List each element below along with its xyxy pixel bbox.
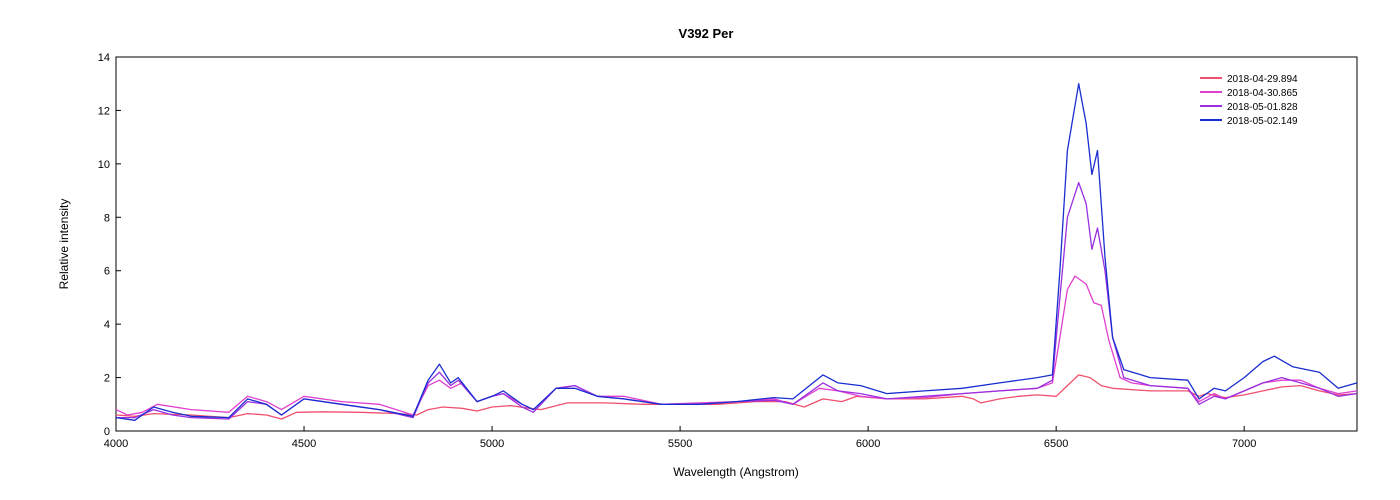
legend-label-3: 2018-05-01.828	[1227, 102, 1298, 113]
y-tick-label: 0	[104, 426, 110, 438]
x-tick-label: 6500	[1044, 438, 1068, 450]
y-tick-label: 12	[98, 105, 110, 117]
series-line-3	[116, 181, 1358, 420]
y-tick-label: 6	[104, 266, 110, 278]
x-tick-label: 4000	[104, 438, 128, 450]
plot-frame	[115, 56, 1358, 432]
y-axis: 0 2 4 6 8 10 12 14	[98, 52, 121, 438]
x-tick-label: 5000	[480, 438, 504, 450]
legend-label-2: 2018-04-30.865	[1227, 88, 1298, 99]
y-tick-label: 10	[98, 159, 110, 171]
y-tick-label: 2	[104, 373, 110, 385]
x-tick-label: 5500	[668, 438, 692, 450]
plot-series	[115, 83, 1358, 421]
x-axis: 4000 4500 5000 5500 6000 6500 7000	[104, 426, 1256, 450]
y-tick-label: 4	[104, 319, 110, 331]
legend: 2018-04-29.894 2018-04-30.865 2018-05-01.8…	[1200, 74, 1298, 127]
y-axis-label: Relative intensity	[57, 199, 71, 290]
series-line-4	[115, 83, 1358, 421]
x-tick-label: 7000	[1232, 438, 1256, 450]
x-tick-label: 4500	[292, 438, 316, 450]
x-tick-label: 6000	[856, 438, 880, 450]
x-axis-label: Wavelength (Angstrom)	[673, 465, 799, 479]
series-line-1	[115, 374, 1358, 420]
chart-title: V392 Per	[679, 26, 734, 41]
series-line-2	[115, 275, 1358, 416]
y-tick-label: 8	[104, 212, 110, 224]
legend-label-1: 2018-04-29.894	[1227, 74, 1298, 85]
y-tick-label: 14	[98, 52, 110, 64]
legend-label-4: 2018-05-02.149	[1227, 116, 1298, 127]
